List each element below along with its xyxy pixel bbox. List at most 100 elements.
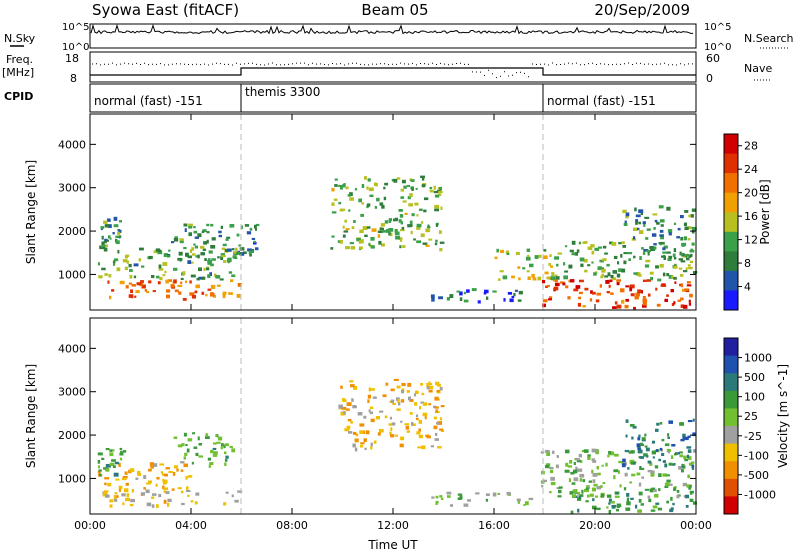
velocity-heatmap-cell <box>435 495 439 499</box>
velocity-heatmap-cell <box>346 425 351 430</box>
velocity-heatmap-cell <box>528 497 534 501</box>
power-heatmap-cell <box>601 267 604 270</box>
power-heatmap-cell <box>342 234 346 238</box>
power-heatmap-cell <box>671 275 674 279</box>
power-heatmap-cell <box>400 221 403 225</box>
power-heatmap-cell <box>611 242 617 246</box>
power-heatmap-cell <box>210 284 216 289</box>
velocity-heatmap-cell <box>569 491 573 495</box>
cpid-segment-2: themis 3300 <box>245 85 320 99</box>
velocity-heatmap-cell <box>406 390 410 393</box>
power-heatmap-cell <box>189 249 192 253</box>
power-heatmap-cell <box>364 176 367 180</box>
power-heatmap-cell <box>434 204 440 209</box>
velocity-heatmap-cell <box>666 479 671 483</box>
power-heatmap-cell <box>604 252 608 255</box>
velocity-heatmap-cell <box>579 478 583 481</box>
power-heatmap-cell <box>629 284 635 289</box>
velocity-heatmap-cell <box>549 469 554 474</box>
velocity-heatmap-cell <box>424 415 427 420</box>
power-heatmap-cell <box>616 304 622 309</box>
velocity-heatmap-cell <box>565 462 569 467</box>
power-heatmap-cell <box>683 222 687 227</box>
power-heatmap-cell <box>483 292 487 295</box>
power-heatmap-cell <box>141 284 146 289</box>
power-heatmap-cell <box>425 228 431 233</box>
power-heatmap-cell <box>117 250 120 254</box>
velocity-heatmap-cell <box>616 505 620 508</box>
cpid-segment-1: normal (fast) -151 <box>94 94 203 108</box>
power-y-tick-label: 4000 <box>58 138 86 151</box>
velocity-heatmap-cell <box>105 448 110 451</box>
velocity-heatmap-cell <box>355 433 359 437</box>
power-heatmap-cell <box>625 298 630 302</box>
velocity-heatmap-cell <box>688 456 692 460</box>
power-heatmap-cell <box>388 218 392 222</box>
power-heatmap-cell <box>135 290 140 294</box>
velocity-heatmap-cell <box>608 509 611 514</box>
power-heatmap-cell <box>596 292 601 296</box>
power-heatmap-cell <box>103 244 108 247</box>
velocity-heatmap-cell <box>205 436 210 439</box>
power-heatmap-cell <box>240 225 243 230</box>
power-heatmap-cell <box>680 260 686 263</box>
velocity-y-axis: 1000 2000 3000 4000 <box>58 342 696 485</box>
velocity-heatmap-cell <box>195 492 200 496</box>
velocity-heatmap-cell <box>186 486 189 490</box>
power-heatmap-cell <box>664 298 668 302</box>
power-heatmap-cell <box>253 242 257 245</box>
power-heatmap-cell <box>439 241 445 244</box>
velocity-heatmap-cell <box>439 428 444 431</box>
velocity-heatmap-cell <box>591 487 596 492</box>
velocity-heatmap-cell <box>171 488 175 491</box>
velocity-colorbar-swatch <box>724 390 738 409</box>
velocity-heatmap-cell <box>485 498 488 502</box>
power-heatmap-cell <box>394 231 400 236</box>
power-heatmap-cell <box>685 267 688 271</box>
power-heatmap-cell <box>413 238 416 241</box>
power-heatmap-cell <box>406 184 411 187</box>
velocity-heatmap-cell <box>684 436 689 441</box>
velocity-y-tick-label: 3000 <box>58 386 86 399</box>
velocity-heatmap-cell <box>661 452 665 456</box>
velocity-heatmap-cell <box>659 422 663 425</box>
velocity-heatmap-cell <box>592 479 596 483</box>
power-heatmap-cell <box>610 274 614 278</box>
velocity-heatmap-cell <box>107 482 112 487</box>
velocity-heatmap-cell <box>216 441 221 444</box>
power-heatmap-cell <box>686 281 691 284</box>
power-heatmap-cell <box>197 254 200 259</box>
velocity-heatmap-cell <box>366 430 370 435</box>
velocity-heatmap-cell <box>98 473 102 477</box>
power-heatmap-cell <box>674 281 677 284</box>
power-heatmap-cell <box>612 306 617 309</box>
power-heatmap-cell <box>610 292 614 295</box>
power-heatmap-cell <box>226 258 232 263</box>
cpid-label: CPID <box>4 90 33 103</box>
power-heatmap-cell <box>667 258 672 261</box>
power-heatmap-cell <box>546 276 551 280</box>
velocity-heatmap-cell <box>419 406 422 410</box>
power-heatmap-cell <box>231 274 236 278</box>
power-heatmap-cell <box>670 289 674 293</box>
power-heatmap-cell <box>434 242 438 246</box>
velocity-heatmap-cell <box>104 477 110 480</box>
velocity-heatmap-cell <box>625 507 631 511</box>
power-heatmap-cell <box>623 260 627 265</box>
power-heatmap-cell <box>255 223 260 227</box>
velocity-heatmap-cell <box>690 492 693 495</box>
velocity-heatmap-cell <box>679 451 683 454</box>
power-heatmap-cell <box>179 238 184 241</box>
power-heatmap-cell <box>633 306 636 310</box>
power-heatmap-cell <box>370 237 375 241</box>
velocity-heatmap-cell <box>163 490 166 493</box>
velocity-heatmap-cell <box>198 443 203 446</box>
velocity-heatmap-cell <box>420 401 424 404</box>
power-heatmap-cell <box>358 240 362 244</box>
power-heatmap-cell <box>642 304 647 308</box>
velocity-x-tick-label: 00:00 <box>74 519 106 532</box>
power-heatmap-cell <box>221 255 226 258</box>
power-heatmap-cell <box>207 261 213 265</box>
power-heatmap-cell <box>249 227 253 231</box>
velocity-heatmap-cell <box>606 506 609 509</box>
